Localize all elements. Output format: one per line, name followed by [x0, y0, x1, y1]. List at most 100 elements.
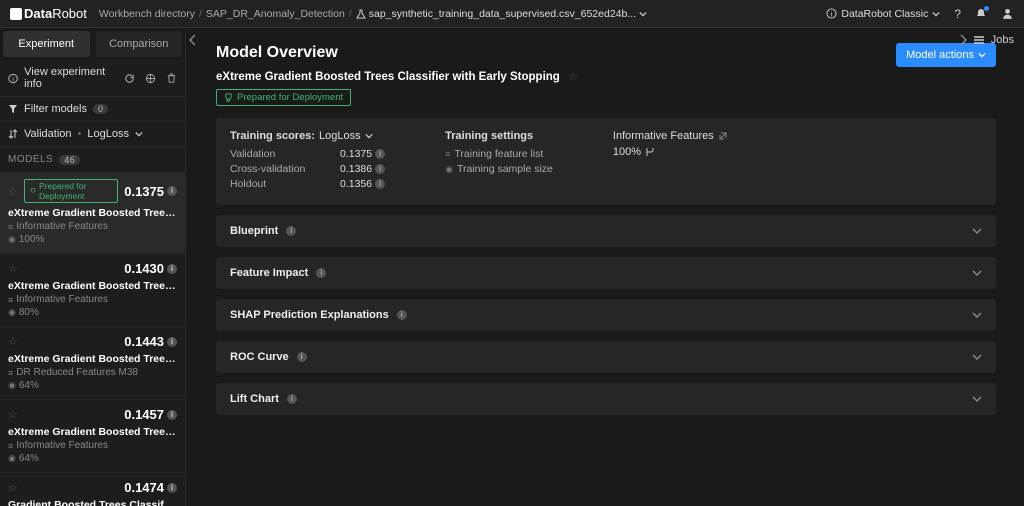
sort-icon: [8, 129, 18, 139]
chevron-down-icon: [932, 10, 940, 18]
main: Jobs Model Overview eXtreme Gradient Boo…: [186, 28, 1024, 506]
info-icon[interactable]: i: [167, 483, 177, 493]
chevron-down-icon[interactable]: [365, 132, 373, 140]
model-sample: ◉64%: [8, 380, 177, 391]
tab-comparison[interactable]: Comparison: [96, 31, 183, 57]
model-item[interactable]: ☆ Prepared for Deployment 0.1375 i eXtreme …: [0, 172, 185, 254]
info-icon[interactable]: i: [316, 268, 326, 278]
prepared-badge: Prepared for Deployment: [24, 179, 118, 203]
favorite-star-icon[interactable]: ☆: [8, 262, 18, 275]
trash-icon[interactable]: [166, 73, 177, 84]
topbar-right: i DataRobot Classic ?: [826, 7, 1014, 21]
target-icon: ◉: [8, 380, 16, 391]
info-icon: i: [826, 8, 837, 19]
favorite-star-icon[interactable]: ☆: [8, 481, 18, 494]
info-icon[interactable]: i: [297, 352, 307, 362]
training-settings: Training settings ≡Training feature list…: [445, 130, 553, 193]
page-title: Model Overview: [216, 44, 996, 62]
branch-icon: [645, 147, 655, 157]
training-scores: Training scores: LogLoss Validation0.137…: [230, 130, 385, 193]
trophy-icon: [224, 93, 233, 102]
model-item[interactable]: ☆ 0.1430 i eXtreme Gradient Boosted Trees …: [0, 254, 185, 327]
classic-switcher[interactable]: i DataRobot Classic: [826, 8, 940, 20]
external-link-icon[interactable]: [718, 131, 728, 141]
accordion-feature-impact[interactable]: Feature Impacti: [216, 257, 996, 289]
model-score: 0.1430 i: [124, 261, 177, 276]
tab-experiment[interactable]: Experiment: [3, 31, 90, 57]
info-icon[interactable]: i: [167, 186, 177, 196]
list-icon: ≡: [8, 441, 13, 451]
refresh-icon[interactable]: [124, 73, 135, 84]
globe-icon[interactable]: [145, 73, 156, 84]
view-info-label: View experiment info: [24, 66, 118, 90]
info-icon[interactable]: i: [375, 179, 385, 189]
model-actions-button[interactable]: Model actions: [896, 43, 996, 67]
model-name: Gradient Boosted Trees Classifier with E…: [8, 499, 177, 506]
breadcrumb-seg-1[interactable]: Workbench directory: [99, 8, 195, 20]
collapse-left-icon[interactable]: [186, 28, 200, 506]
favorite-star-icon[interactable]: ☆: [568, 70, 578, 83]
chevron-down-icon: [972, 226, 982, 236]
logo[interactable]: DataRobot: [10, 6, 87, 21]
model-list: ☆ Prepared for Deployment 0.1375 i eXtreme …: [0, 172, 185, 506]
info-icon[interactable]: i: [167, 410, 177, 420]
info-icon[interactable]: i: [375, 164, 385, 174]
model-sample: ◉64%: [8, 453, 177, 464]
model-name: eXtreme Gradient Boosted Trees Classifie…: [8, 207, 177, 219]
model-score: 0.1375 i: [124, 184, 177, 199]
chevron-down-icon: [639, 10, 647, 18]
accordion-blueprint[interactable]: Blueprinti: [216, 215, 996, 247]
model-score: 0.1443 i: [124, 334, 177, 349]
chevron-down-icon: [978, 51, 986, 59]
model-featurelist: ≡Informative Features: [8, 221, 177, 232]
info-icon[interactable]: i: [375, 149, 385, 159]
accordion-lift-chart[interactable]: Lift Charti: [216, 383, 996, 415]
logo-text: DataRobot: [24, 6, 87, 21]
model-item[interactable]: ☆0.1474 iGradient Boosted Trees Classifi…: [0, 473, 185, 506]
info-icon[interactable]: i: [287, 394, 297, 404]
info-icon[interactable]: i: [167, 337, 177, 347]
sort-validation: Validation: [24, 128, 72, 140]
score-row: Cross-validation0.1386 i: [230, 163, 385, 175]
breadcrumb-seg-2[interactable]: SAP_DR_Anomaly_Detection: [206, 8, 345, 20]
info-icon[interactable]: i: [397, 310, 407, 320]
info-icon[interactable]: i: [167, 264, 177, 274]
model-sample: ◉80%: [8, 307, 177, 318]
favorite-star-icon[interactable]: ☆: [8, 335, 18, 348]
chevron-down-icon: [972, 268, 982, 278]
model-score: 0.1457 i: [124, 407, 177, 422]
sidebar-tabs: Experiment Comparison: [0, 28, 185, 60]
favorite-star-icon[interactable]: ☆: [8, 185, 18, 198]
svg-text:i: i: [831, 9, 833, 18]
filter-models-row[interactable]: Filter models 0: [0, 96, 185, 122]
favorite-star-icon[interactable]: ☆: [8, 408, 18, 421]
sort-metric: LogLoss: [87, 128, 129, 140]
breadcrumb-seg-3[interactable]: sap_synthetic_training_data_supervised.c…: [356, 8, 647, 20]
model-item[interactable]: ☆0.1457 ieXtreme Gradient Boosted Trees …: [0, 400, 185, 473]
list-icon: ≡: [8, 295, 13, 305]
models-header: MODELS 46: [0, 147, 185, 172]
model-name: eXtreme Gradient Boosted Trees Classifie…: [8, 280, 177, 292]
list-icon: ≡: [445, 149, 450, 159]
sort-row[interactable]: Validation • LogLoss: [0, 122, 185, 147]
list-icon: ≡: [8, 368, 13, 378]
user-icon[interactable]: [1001, 7, 1014, 20]
model-name: eXtreme Gradient Boosted Trees Classifie…: [216, 71, 560, 83]
breadcrumb: Workbench directory / SAP_DR_Anomaly_Det…: [99, 8, 647, 20]
accordion-roc-curve[interactable]: ROC Curvei: [216, 341, 996, 373]
content: Jobs Model Overview eXtreme Gradient Boo…: [200, 28, 1012, 506]
feature-summary: Informative Features 100%: [613, 130, 728, 193]
jobs-toggle[interactable]: Jobs: [959, 34, 1012, 46]
help-icon[interactable]: ?: [954, 7, 961, 21]
accordion-shap-prediction-explanations[interactable]: SHAP Prediction Explanationsi: [216, 299, 996, 331]
notifications-icon[interactable]: [975, 8, 987, 20]
target-icon: ◉: [8, 453, 16, 464]
model-item[interactable]: ☆0.1443 ieXtreme Gradient Boosted Trees …: [0, 327, 185, 400]
info-icon[interactable]: i: [286, 226, 296, 236]
sidebar: Experiment Comparison i View experiment …: [0, 28, 186, 506]
chevron-down-icon: [972, 352, 982, 362]
jobs-icon: [973, 35, 985, 45]
target-icon: ◉: [8, 234, 16, 245]
view-experiment-info[interactable]: i View experiment info: [0, 60, 185, 96]
target-icon: ◉: [445, 164, 453, 175]
